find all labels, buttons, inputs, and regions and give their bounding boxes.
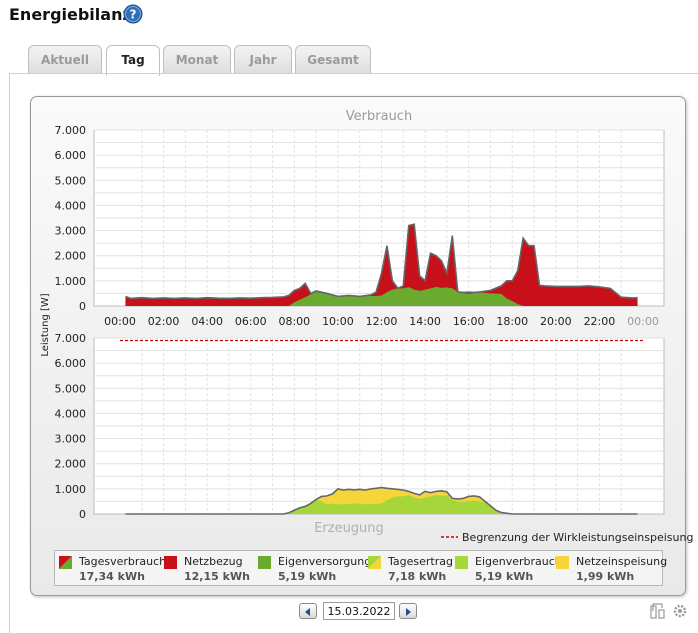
- y-axis-tick-label: 6.000: [55, 149, 87, 162]
- y-axis-tick-label: 5.000: [55, 174, 87, 187]
- y-axis-lower-tick-label: 3.000: [55, 433, 87, 446]
- date-field[interactable]: 15.03.2022: [323, 602, 395, 620]
- prev-day-button[interactable]: [299, 603, 317, 619]
- tab-tag[interactable]: Tag: [106, 45, 160, 76]
- light-green-swatch: [455, 556, 468, 569]
- legend-label: Tagesverbrauch: [79, 555, 167, 568]
- split-red-green-swatch: [59, 556, 72, 569]
- legend-label: Eigenversorgung: [278, 555, 372, 568]
- y-axis-tick-label: 7.000: [55, 124, 87, 137]
- page-title: Energiebilanz: [9, 5, 132, 24]
- content-frame: [9, 73, 698, 633]
- y-axis-tick-label: 4.000: [55, 199, 87, 212]
- split-green-yellow-swatch: [368, 556, 381, 569]
- x-axis-tick-label: 02:00: [148, 315, 180, 328]
- y-axis-lower-tick-label: 5.000: [55, 382, 87, 395]
- netzbezug-area: [125, 224, 638, 306]
- legend-value: 7,18 kWh: [388, 570, 447, 583]
- legend-label: Eigenverbrauch: [475, 555, 562, 568]
- y-axis-label: Leistung [W]: [40, 293, 51, 356]
- legend-label: Tagesertrag: [388, 555, 453, 568]
- tagesverbrauch-line: [125, 223, 638, 300]
- legend-value: 5,19 kWh: [475, 570, 534, 583]
- help-icon[interactable]: ?: [123, 4, 143, 24]
- legend-item-eigenverbrauch: Eigenverbrauch 5,19 kWh: [451, 551, 562, 585]
- x-axis-tick-label: 04:00: [191, 315, 223, 328]
- tab-jahr[interactable]: Jahr: [234, 45, 292, 73]
- legend-value: 5,19 kWh: [278, 570, 337, 583]
- tagesertrag-line: [125, 486, 638, 515]
- y-axis-tick-label: 1.000: [55, 275, 87, 288]
- arrow-right-icon: [406, 608, 411, 616]
- legend: Tagesverbrauch 17,34 kWh Netzbezug 12,15…: [54, 550, 667, 586]
- legend-item-netzbezug: Netzbezug 12,15 kWh: [160, 551, 255, 585]
- legend-value: 12,15 kWh: [184, 570, 250, 583]
- corner-tools: [650, 602, 690, 624]
- x-axis-tick-label: 00:00: [627, 315, 659, 328]
- legend-label: Netzeinspeisung: [576, 555, 668, 568]
- netzeinspeisung-area: [125, 487, 638, 514]
- x-axis-tick-label: 10:00: [322, 315, 354, 328]
- settings-icon[interactable]: [673, 604, 687, 618]
- legend-value: 17,34 kWh: [79, 570, 145, 583]
- export-icon[interactable]: [650, 603, 665, 619]
- y-axis-lower-tick-label: 6.000: [55, 357, 87, 370]
- lower-chart-title: Erzeugung: [314, 521, 384, 536]
- tab-gesamt[interactable]: Gesamt: [295, 45, 371, 73]
- eigenversorgung-area: [125, 286, 638, 306]
- green-swatch: [258, 556, 271, 569]
- yellow-swatch: [556, 556, 569, 569]
- x-axis-tick-label: 12:00: [366, 315, 398, 328]
- legend-item-tagesverbrauch: Tagesverbrauch 17,34 kWh: [55, 551, 166, 585]
- x-axis-tick-label: 18:00: [496, 315, 528, 328]
- x-axis-tick-label: 22:00: [584, 315, 616, 328]
- y-axis-lower-tick-label: 4.000: [55, 407, 87, 420]
- eigenverbrauch-area: [125, 494, 638, 514]
- legend-item-netzeinspeisung: Netzeinspeisung 1,99 kWh: [552, 551, 667, 585]
- legend-value: 1,99 kWh: [576, 570, 635, 583]
- x-axis-tick-label: 20:00: [540, 315, 572, 328]
- tab-aktuell[interactable]: Aktuell: [28, 45, 102, 73]
- legend-item-eigenversorgung: Eigenversorgung 5,19 kWh: [254, 551, 371, 585]
- svg-text:?: ?: [130, 8, 137, 22]
- upper-chart-title: Verbrauch: [346, 109, 412, 124]
- x-axis-tick-label: 06:00: [235, 315, 267, 328]
- next-day-button[interactable]: [399, 603, 417, 619]
- legend-label: Netzbezug: [184, 555, 243, 568]
- arrow-left-icon: [305, 608, 310, 616]
- y-axis-lower-tick-label: 7.000: [55, 332, 87, 345]
- y-axis-lower-tick-label: 2.000: [55, 458, 87, 471]
- tab-monat[interactable]: Monat: [163, 45, 231, 73]
- y-axis-tick-label: 3.000: [55, 225, 87, 238]
- y-axis-tick-label: 2.000: [55, 250, 87, 263]
- y-axis-tick-label: 0: [79, 300, 86, 313]
- x-axis-tick-label: 08:00: [278, 315, 310, 328]
- red-swatch: [164, 556, 177, 569]
- x-axis-tick-label: 00:00: [104, 315, 136, 328]
- y-axis-lower-tick-label: 0: [79, 508, 86, 521]
- limit-legend-label: Begrenzung der Wirkleistungseinspeisung: [462, 531, 693, 544]
- x-axis-tick-label: 16:00: [453, 315, 485, 328]
- x-axis-tick-label: 14:00: [409, 315, 441, 328]
- y-axis-lower-tick-label: 1.000: [55, 483, 87, 496]
- legend-item-tagesertrag: Tagesertrag 7,18 kWh: [364, 551, 453, 585]
